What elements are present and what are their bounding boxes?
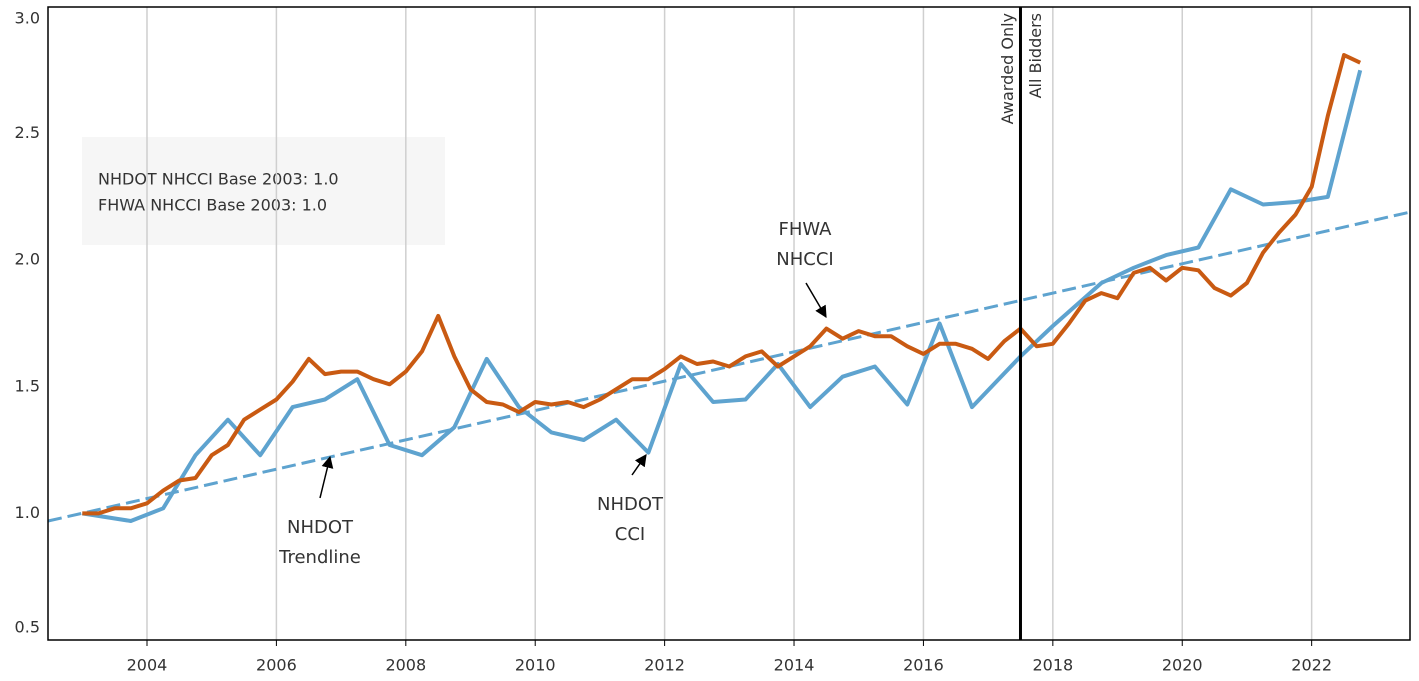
note-line: FHWA NHCCI Base 2003: 1.0 xyxy=(98,196,327,215)
y-tick-label: 0.5 xyxy=(15,618,40,637)
y-tick-label: 2.0 xyxy=(15,250,40,269)
annotation-arrow xyxy=(805,282,827,319)
divider-label: All Bidders xyxy=(1026,13,1045,98)
annotation-text: CCI xyxy=(615,524,645,545)
y-tick-label: 3.0 xyxy=(15,9,40,28)
annotation-text: Trendline xyxy=(278,547,361,568)
plot-frame xyxy=(47,6,1411,641)
annotation-arrow xyxy=(631,454,647,476)
y-tick-label: 2.5 xyxy=(15,123,40,142)
note-line: NHDOT NHCCI Base 2003: 1.0 xyxy=(98,170,339,189)
series-line xyxy=(81,69,1363,523)
annotation-text: NHCCI xyxy=(776,249,833,270)
y-tick-label: 1.5 xyxy=(15,376,40,395)
x-tick-label: 2008 xyxy=(385,656,426,675)
annotation-text: NHDOT xyxy=(287,517,354,538)
x-tick-label: 2018 xyxy=(1032,656,1073,675)
x-tick-label: 2020 xyxy=(1162,656,1203,675)
annotation-arrow xyxy=(319,455,334,499)
x-tick-label: 2010 xyxy=(515,656,556,675)
note-box xyxy=(82,137,445,245)
trend-line xyxy=(47,210,1411,523)
x-tick-label: 2012 xyxy=(644,656,685,675)
divider-label: Awarded Only xyxy=(998,13,1017,124)
x-tick-label: 2022 xyxy=(1291,656,1332,675)
x-tick-label: 2004 xyxy=(127,656,168,675)
x-tick-label: 2016 xyxy=(903,656,944,675)
annotation-text: FHWA xyxy=(778,219,832,240)
x-tick-label: 2006 xyxy=(256,656,297,675)
annotation-text: NHDOT xyxy=(597,494,664,515)
x-tick-label: 2014 xyxy=(774,656,815,675)
series-line xyxy=(82,53,1362,516)
y-tick-label: 1.0 xyxy=(15,503,40,522)
